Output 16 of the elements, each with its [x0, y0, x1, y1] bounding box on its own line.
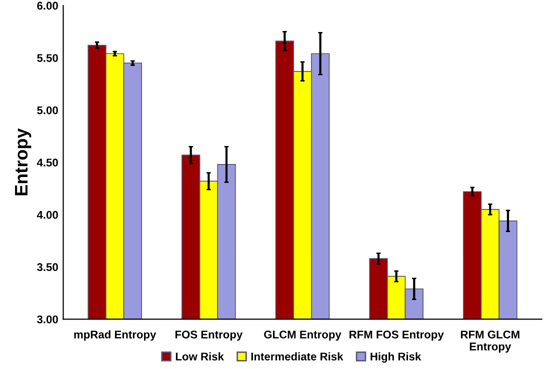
- legend-label: Low Risk: [176, 352, 224, 360]
- legend-label: High Risk: [370, 352, 422, 363]
- x-tick-label: GLCM Entropy: [264, 330, 342, 341]
- x-tick-label: RFM FOS Entropy: [350, 330, 444, 341]
- y-tick-label: 3.50: [37, 263, 58, 272]
- y-tick-label: 6.00: [37, 2, 58, 10]
- y-axis-title: Entropy: [15, 128, 32, 196]
- x-tick-label: RFM GLCM Entropy: [460, 330, 520, 353]
- x-tick-label: mpRad Entropy: [74, 330, 156, 341]
- y-tick-label: 4.50: [36, 158, 58, 166]
- y-tick-label: 5.00: [37, 106, 58, 114]
- legend-label: Intermediate Risk: [251, 352, 344, 360]
- y-tick-label: 3.00: [37, 315, 58, 324]
- y-tick-label: 4.00: [36, 210, 58, 219]
- y-tick-label: 5.50: [37, 54, 58, 62]
- x-tick-label: FOS Entropy: [175, 330, 243, 341]
